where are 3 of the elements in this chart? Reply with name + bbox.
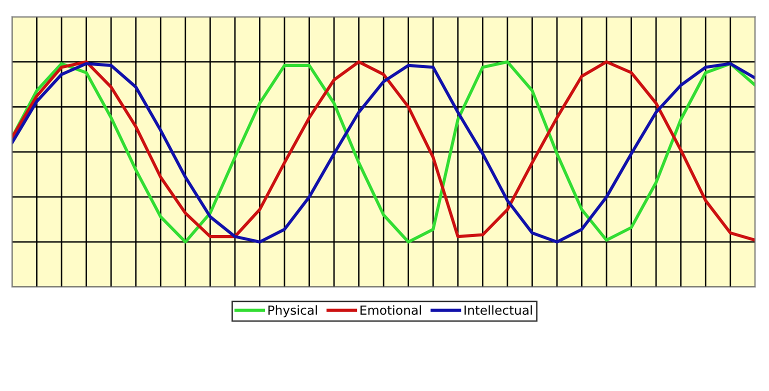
legend-label: Intellectual bbox=[464, 305, 532, 315]
legend-label: Physical bbox=[268, 305, 317, 318]
legend-label: Emotional bbox=[360, 305, 421, 315]
